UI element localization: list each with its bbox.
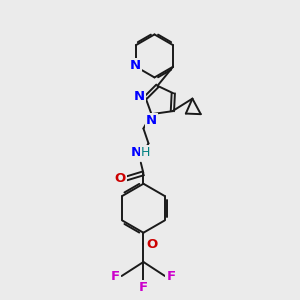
Text: F: F [139, 281, 148, 294]
Text: N: N [146, 114, 157, 127]
Text: N: N [130, 146, 142, 159]
Text: N: N [134, 90, 145, 103]
Text: F: F [166, 269, 176, 283]
Text: O: O [146, 238, 158, 250]
Text: H: H [141, 146, 150, 159]
Text: F: F [111, 269, 120, 283]
Text: N: N [130, 59, 141, 72]
Text: O: O [115, 172, 126, 185]
